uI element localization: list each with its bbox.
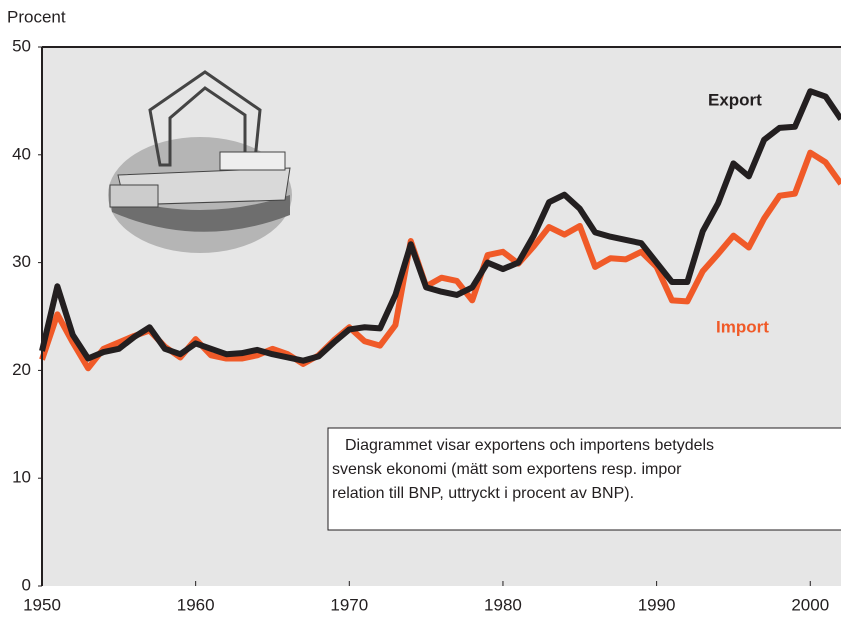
x-tick-label: 1960: [177, 595, 215, 614]
series-label: Import: [716, 317, 769, 336]
x-tick-label: 1980: [484, 595, 522, 614]
x-tick-label: 1990: [638, 595, 676, 614]
x-tick-label: 2000: [791, 595, 829, 614]
y-tick-label: 0: [22, 575, 31, 594]
y-axis-label: Procent: [7, 7, 66, 26]
y-tick-label: 10: [12, 468, 31, 487]
note-text: svensk ekonomi (mätt som exportens resp.…: [332, 461, 682, 478]
y-tick-label: 50: [12, 36, 31, 55]
x-tick-label: 1970: [330, 595, 368, 614]
note-text: Diagrammet visar exportens och importens…: [345, 437, 714, 454]
y-tick-label: 30: [12, 252, 31, 271]
note-box: [327, 427, 841, 531]
x-tick-label: 1950: [23, 595, 61, 614]
series-label: Export: [708, 90, 762, 109]
y-tick-label: 40: [12, 144, 31, 163]
note-text: relation till BNP, uttryckt i procent av…: [332, 485, 634, 502]
ship-illustration: [108, 70, 292, 253]
y-tick-label: 20: [12, 360, 31, 379]
series-line: [39, 88, 841, 364]
